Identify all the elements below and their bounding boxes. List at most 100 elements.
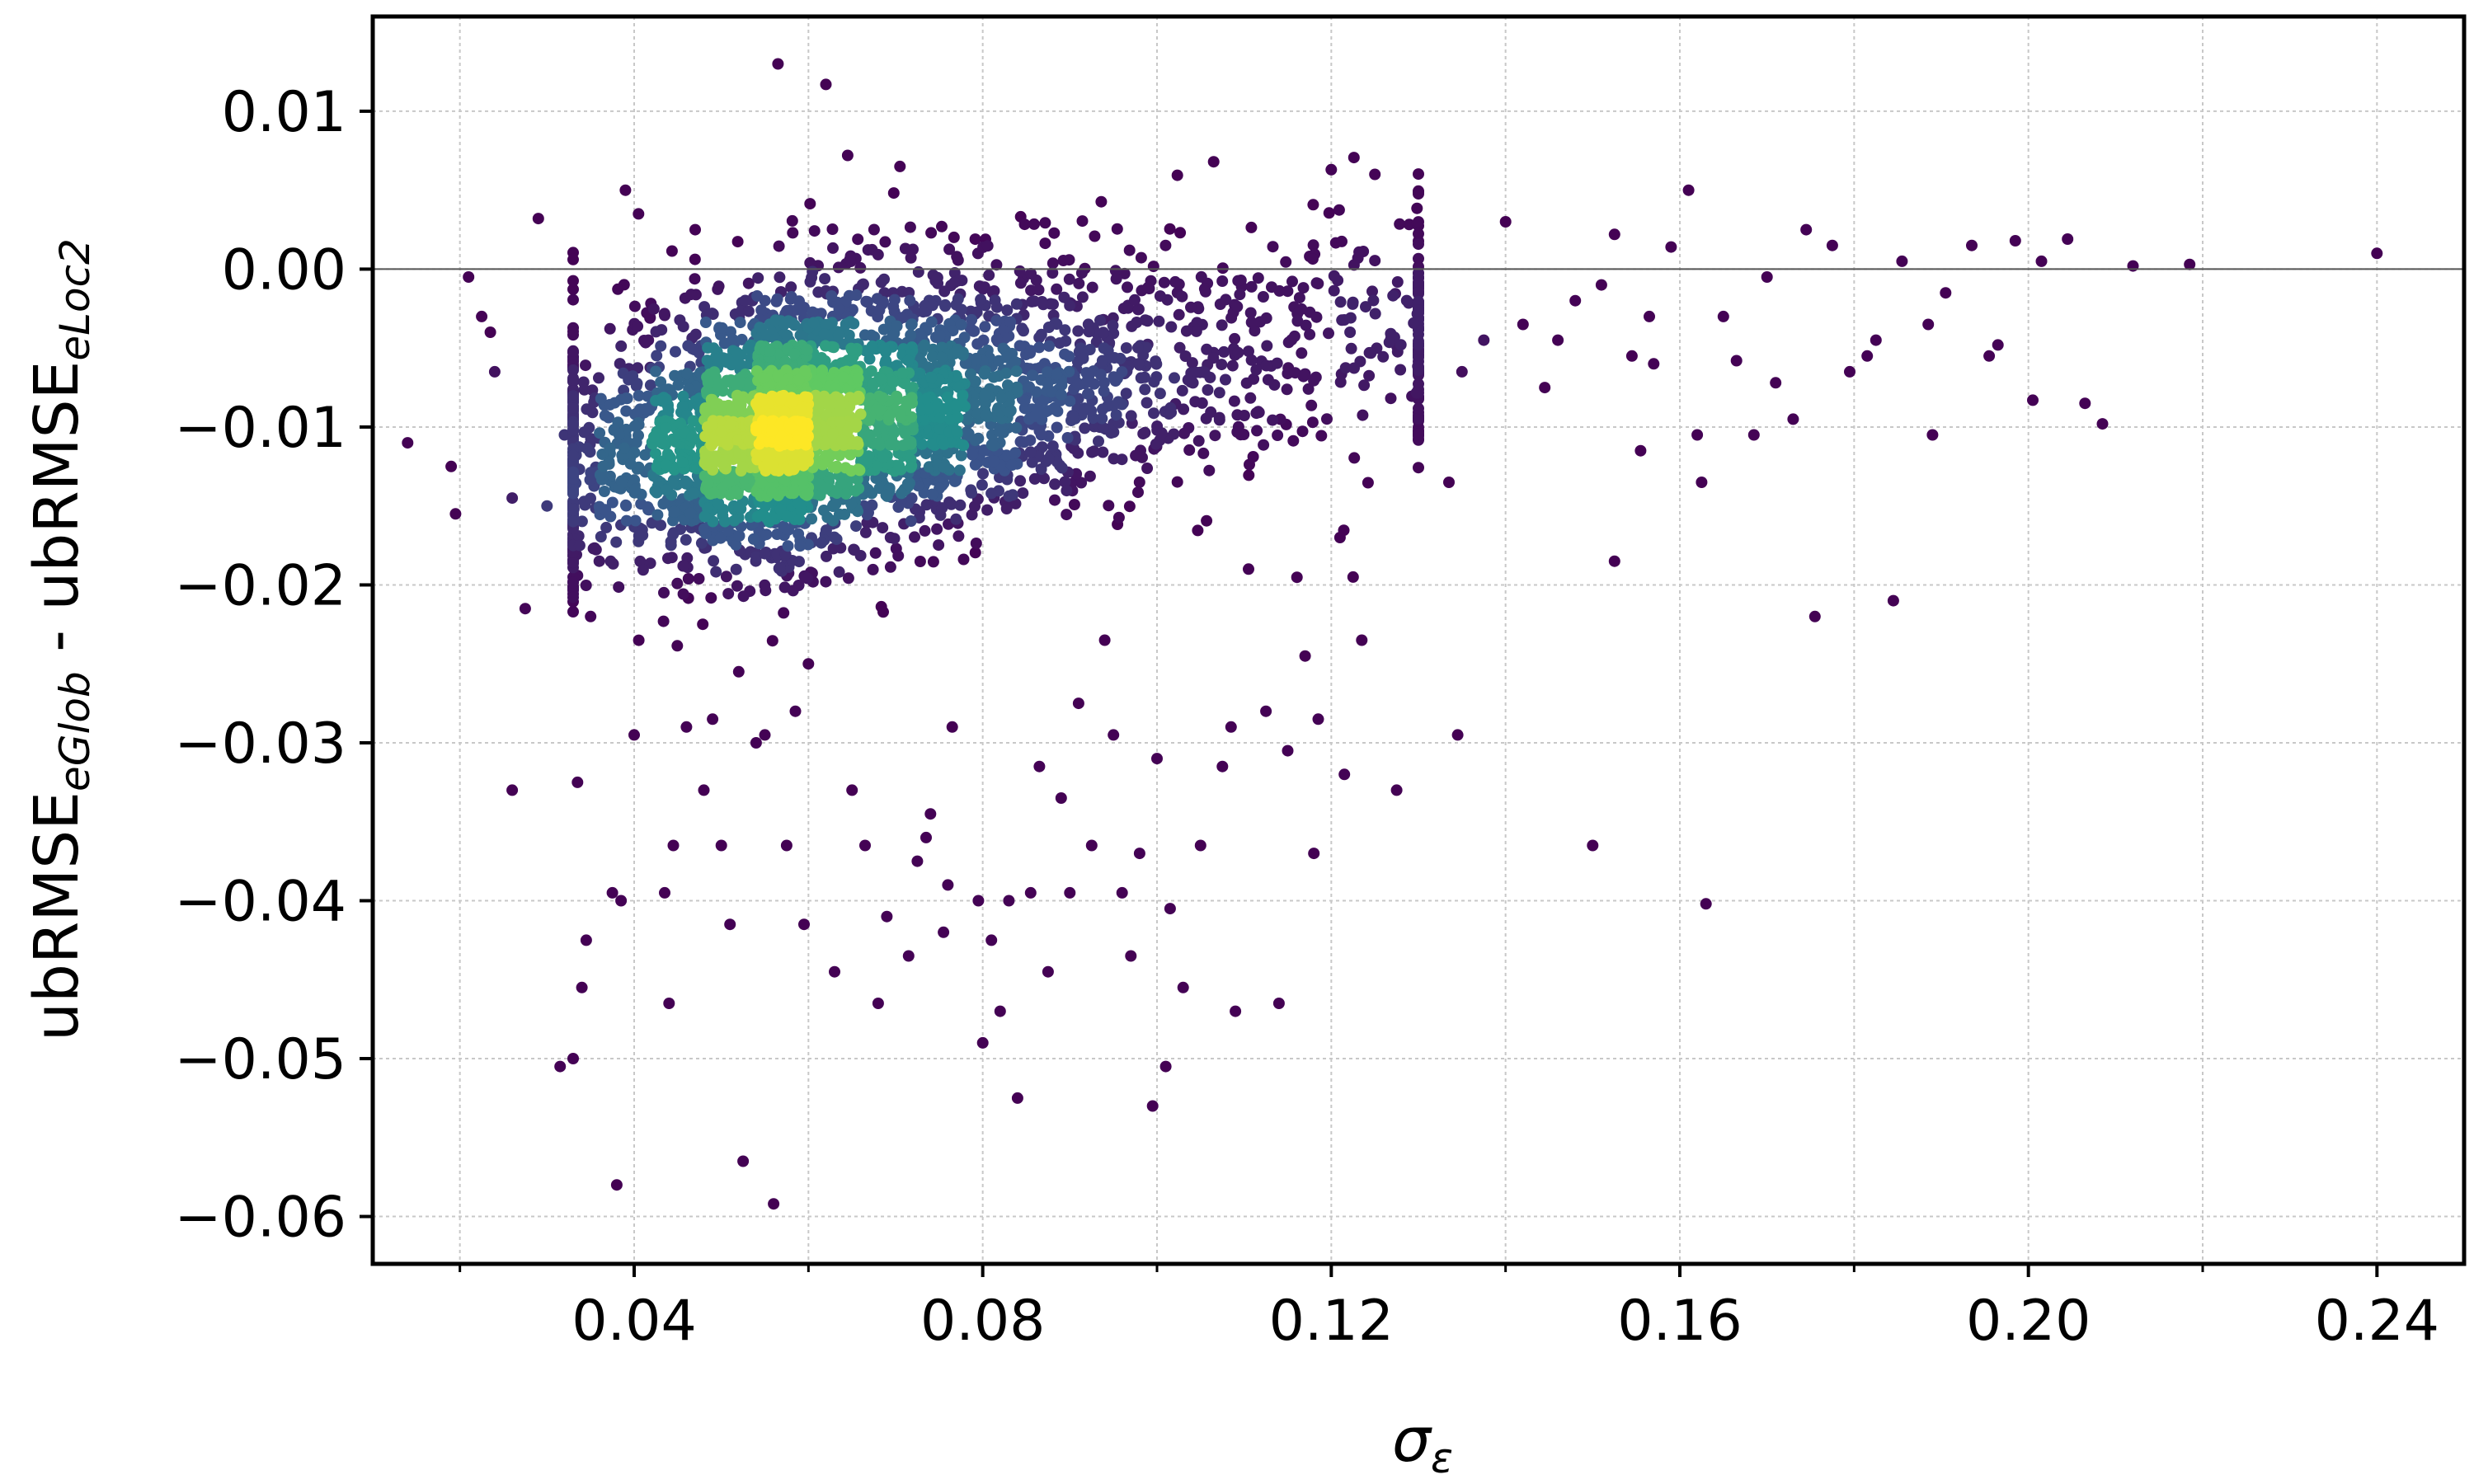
data-point <box>808 225 821 237</box>
y-tick-label: −0.03 <box>175 711 346 777</box>
data-point <box>1207 156 1220 168</box>
data-point <box>1983 350 1996 362</box>
data-point <box>1413 364 1424 376</box>
data-point <box>1282 285 1294 298</box>
data-point <box>1205 406 1217 418</box>
data-point <box>1042 377 1054 389</box>
data-point <box>905 251 917 264</box>
data-point <box>832 329 844 341</box>
data-point <box>829 383 841 395</box>
data-point <box>1245 354 1258 366</box>
data-point <box>859 526 872 538</box>
data-point <box>1165 406 1178 419</box>
data-point <box>2009 235 2021 247</box>
data-point <box>1413 238 1424 251</box>
data-point <box>1064 299 1076 312</box>
data-point <box>730 538 742 551</box>
data-point <box>1038 472 1050 485</box>
data-point <box>1084 470 1096 482</box>
data-point <box>788 348 801 360</box>
data-point <box>853 482 865 495</box>
data-point <box>1201 343 1213 355</box>
data-point <box>1220 294 1232 306</box>
data-point <box>1413 402 1424 415</box>
data-point <box>532 213 544 225</box>
data-point <box>541 500 553 512</box>
data-point <box>1186 357 1198 369</box>
data-point <box>1131 317 1143 328</box>
data-point <box>1413 296 1424 308</box>
data-point <box>2096 418 2109 430</box>
data-point <box>972 895 985 907</box>
data-point <box>842 425 854 437</box>
data-point <box>1010 298 1023 310</box>
data-point <box>869 547 882 559</box>
data-point <box>842 572 854 585</box>
data-point <box>701 355 713 367</box>
data-point <box>868 223 880 236</box>
data-point <box>1282 368 1294 380</box>
data-point <box>1132 358 1145 370</box>
data-point <box>1300 319 1312 331</box>
data-point <box>1296 425 1309 438</box>
data-point <box>743 435 755 448</box>
data-point <box>927 556 939 568</box>
data-point <box>990 314 1003 326</box>
data-point <box>1308 848 1320 860</box>
x-tick-label: 0.16 <box>1617 1289 1742 1354</box>
data-point <box>840 488 852 500</box>
data-point <box>820 449 832 462</box>
data-point <box>1182 373 1194 386</box>
data-point <box>620 500 633 512</box>
data-point <box>772 58 784 70</box>
data-point <box>981 409 993 421</box>
data-point <box>818 328 830 340</box>
data-point <box>1120 342 1132 355</box>
data-point <box>1291 571 1303 584</box>
data-point <box>1761 271 1773 283</box>
data-point <box>1089 230 1101 242</box>
data-point <box>595 392 607 405</box>
data-point <box>1413 168 1424 181</box>
data-point <box>894 160 906 172</box>
data-point <box>934 423 946 435</box>
data-point <box>1243 345 1254 358</box>
data-point <box>1150 438 1162 450</box>
data-point <box>1787 413 1799 425</box>
data-point <box>1094 369 1107 381</box>
data-point <box>1195 270 1207 283</box>
data-point <box>1096 412 1108 425</box>
data-point <box>1344 312 1357 324</box>
data-point <box>1196 397 1208 409</box>
data-point <box>1260 705 1272 717</box>
data-point <box>1073 277 1085 289</box>
data-point <box>698 510 711 523</box>
data-point <box>734 317 746 329</box>
data-point <box>1244 307 1257 319</box>
data-point <box>506 492 519 505</box>
data-point <box>983 269 995 281</box>
x-tick-label: 0.24 <box>2315 1289 2439 1354</box>
data-point <box>580 359 591 372</box>
data-point <box>1271 357 1283 369</box>
data-point <box>736 461 749 473</box>
data-point <box>887 300 900 312</box>
data-point <box>802 658 815 670</box>
data-point <box>1272 430 1284 441</box>
data-point <box>920 831 932 843</box>
data-point <box>578 383 590 396</box>
data-point <box>585 610 597 622</box>
data-point <box>1185 301 1197 313</box>
axis-ticks <box>360 109 2379 1277</box>
data-point <box>904 221 916 233</box>
data-point <box>697 618 709 631</box>
data-point <box>862 244 874 256</box>
data-point <box>1648 358 1660 370</box>
data-point <box>1190 366 1202 378</box>
data-point <box>1443 477 1455 488</box>
data-point <box>1024 345 1037 357</box>
data-point <box>979 321 991 333</box>
data-point <box>1047 257 1059 270</box>
data-point <box>647 303 660 315</box>
data-point <box>675 417 687 430</box>
